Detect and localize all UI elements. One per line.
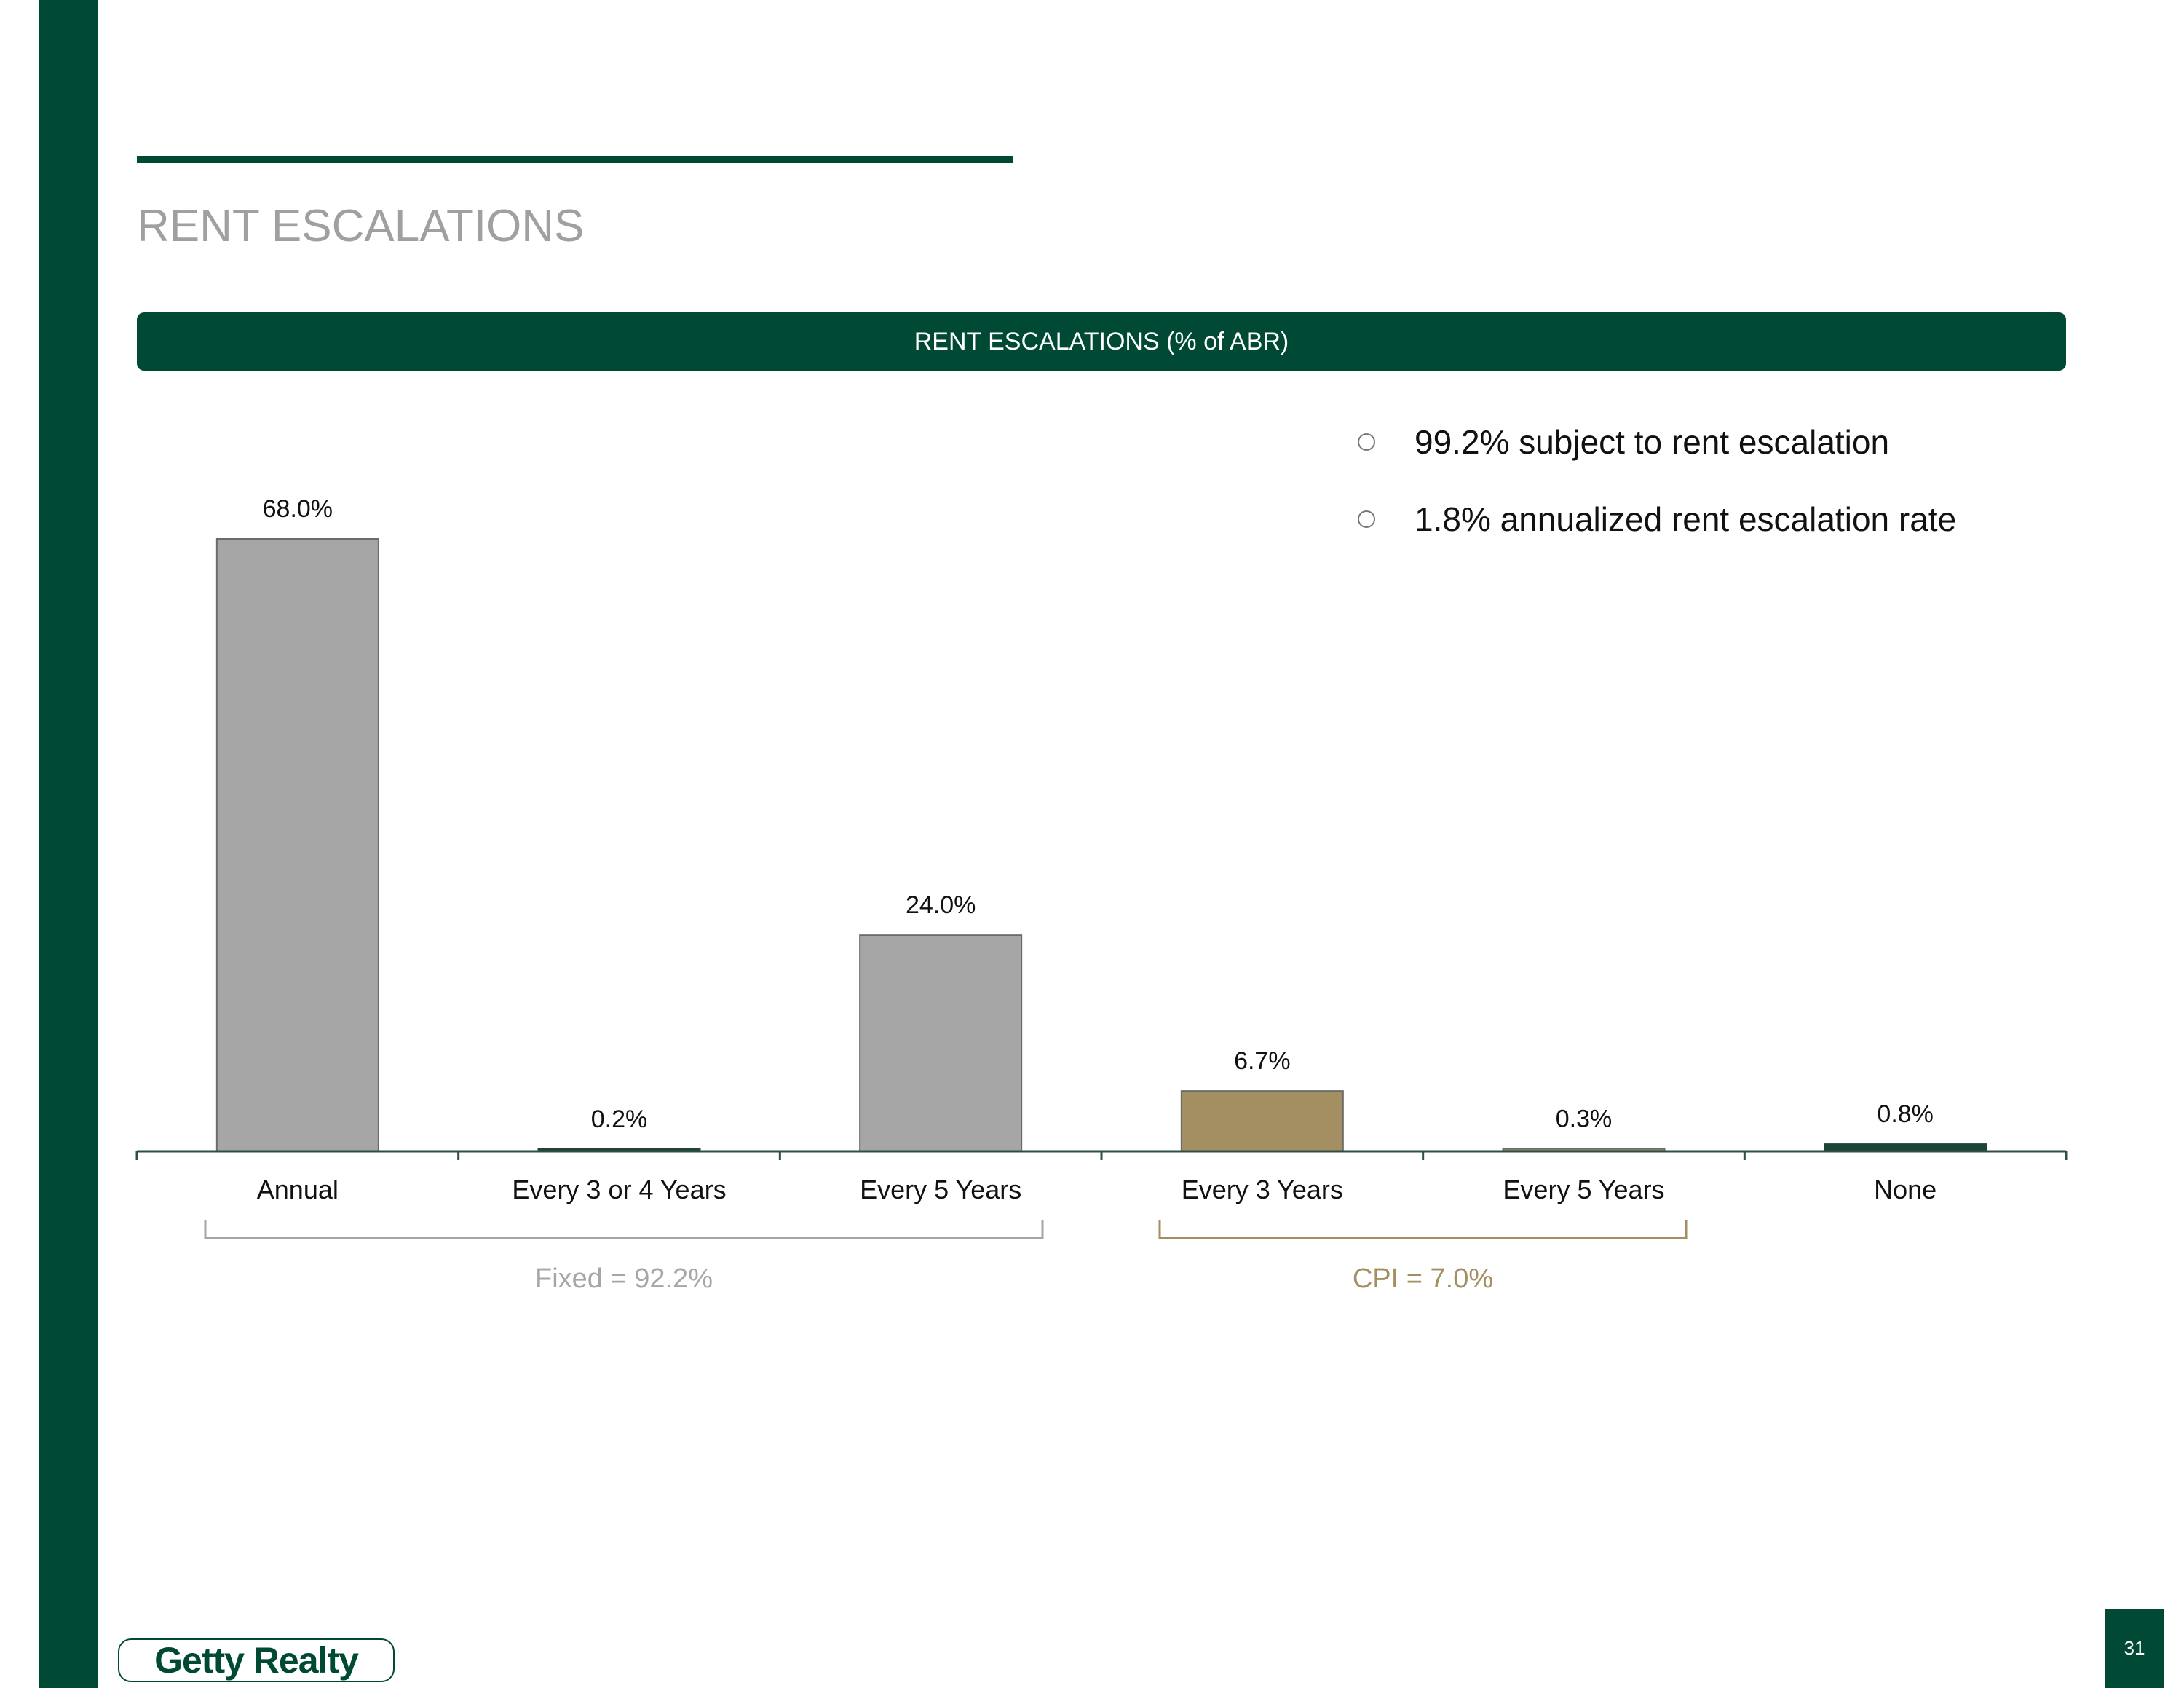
category-label: None bbox=[1874, 1175, 1936, 1204]
category-label: Every 5 Years bbox=[860, 1175, 1021, 1204]
chart-banner-label: RENT ESCALATIONS (% of ABR) bbox=[914, 327, 1289, 355]
getty-realty-logo: Getty Realty bbox=[118, 1638, 395, 1682]
bullet-text: 99.2% subject to rent escalation bbox=[1415, 423, 1890, 461]
bullet-item: 99.2% subject to rent escalation bbox=[1358, 422, 1889, 462]
circle-bullet-icon bbox=[1358, 510, 1375, 528]
circle-bullet-icon bbox=[1358, 433, 1375, 451]
page-number-text: 31 bbox=[2124, 1637, 2145, 1659]
category-label: Every 3 or 4 Years bbox=[512, 1175, 726, 1204]
bar bbox=[859, 934, 1023, 1153]
group-label: CPI = 7.0% bbox=[1353, 1263, 1493, 1294]
data-label: 68.0% bbox=[263, 495, 333, 523]
category-label: Annual bbox=[257, 1175, 339, 1204]
bullet-item: 1.8% annualized rent escalation rate bbox=[1358, 500, 1956, 539]
data-label: 0.8% bbox=[1877, 1100, 1934, 1128]
data-label: 0.3% bbox=[1556, 1105, 1613, 1132]
bar bbox=[215, 538, 379, 1152]
group-bracket bbox=[1158, 1220, 1688, 1239]
bar bbox=[1180, 1090, 1344, 1152]
page-title: RENT ESCALATIONS bbox=[137, 201, 585, 251]
group-label: Fixed = 92.2% bbox=[535, 1263, 713, 1294]
data-label: 24.0% bbox=[906, 891, 976, 919]
title-rule bbox=[137, 156, 1013, 163]
group-bracket bbox=[204, 1220, 1044, 1239]
category-label: Every 3 Years bbox=[1182, 1175, 1343, 1204]
category-label: Every 5 Years bbox=[1503, 1175, 1664, 1204]
logo-text: Getty Realty bbox=[154, 1640, 359, 1681]
page-number: 31 bbox=[2105, 1609, 2164, 1688]
bullet-text: 1.8% annualized rent escalation rate bbox=[1415, 500, 1957, 538]
chart-banner: RENT ESCALATIONS (% of ABR) bbox=[137, 312, 2066, 371]
sidebar-stripe bbox=[39, 0, 98, 1688]
data-label: 6.7% bbox=[1234, 1047, 1291, 1075]
data-label: 0.2% bbox=[591, 1105, 648, 1133]
